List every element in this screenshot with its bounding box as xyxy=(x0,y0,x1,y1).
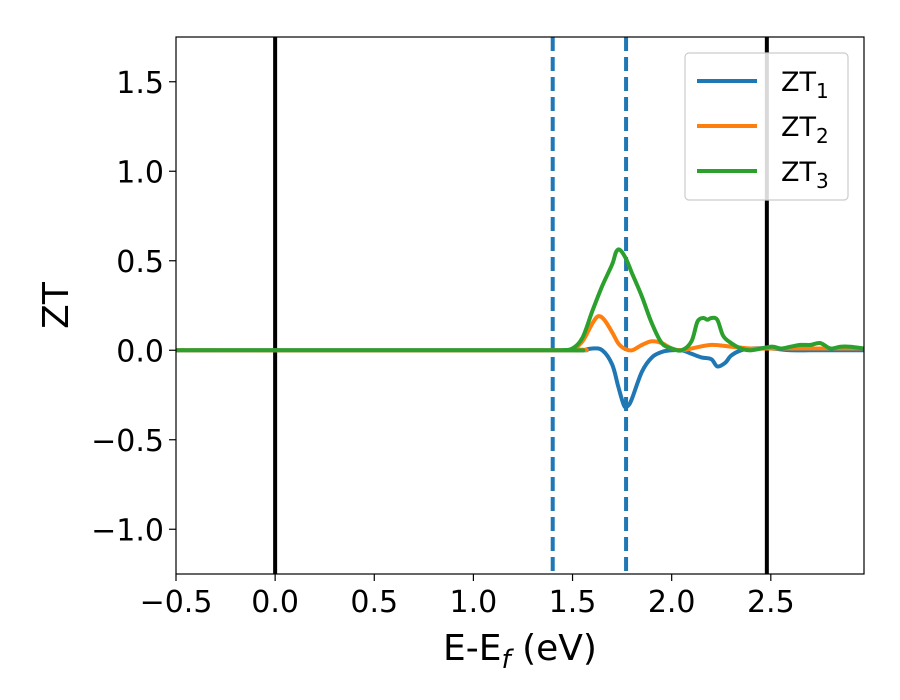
y-tick-label-3: 0.5 xyxy=(116,245,164,280)
y-tick-label-0: −1.0 xyxy=(91,513,164,548)
y-axis-label: ZT xyxy=(36,281,77,329)
series-line-1 xyxy=(176,346,864,410)
legend-label-sub-2: 2 xyxy=(816,124,829,148)
series-line-3 xyxy=(176,247,864,353)
y-tick-label-2: 0.0 xyxy=(116,334,164,369)
axes-frame xyxy=(175,36,865,575)
series-line-2 xyxy=(176,314,864,353)
y-axis-ticks: −1.0 −0.5 0.0 0.5 1.0 1.5 xyxy=(91,66,176,548)
x-tick-label-1: 0.0 xyxy=(251,585,299,620)
x-axis-label-main: E-E xyxy=(443,628,501,669)
x-tick-label-5: 2.0 xyxy=(648,585,696,620)
legend-label-sub-1: 1 xyxy=(816,79,829,103)
x-tick-label-4: 1.5 xyxy=(549,585,597,620)
x-axis-label: E-Ef (eV) xyxy=(443,628,597,675)
x-tick-label-6: 2.5 xyxy=(747,585,795,620)
legend-box xyxy=(684,52,849,201)
x-tick-label-0: −0.5 xyxy=(140,585,213,620)
y-tick-label-1: −0.5 xyxy=(91,424,164,459)
x-axis-ticks: −0.5 0.0 0.5 1.0 1.5 2.0 2.5 xyxy=(140,574,795,620)
legend-label-name-3: ZT xyxy=(781,157,816,188)
x-tick-label-2: 0.5 xyxy=(350,585,398,620)
legend-label-name-1: ZT xyxy=(781,67,816,98)
legend-label-sub-3: 3 xyxy=(816,169,829,193)
x-axis-label-unit: (eV) xyxy=(511,628,597,669)
y-tick-label-4: 1.0 xyxy=(116,155,164,190)
y-tick-label-5: 1.5 xyxy=(116,66,164,101)
x-tick-label-3: 1.0 xyxy=(450,585,498,620)
legend-label-3: ZT3 xyxy=(781,157,829,193)
legend-label-1: ZT1 xyxy=(781,67,829,103)
legend-label-2: ZT2 xyxy=(781,112,829,148)
series-group xyxy=(176,247,864,410)
legend-label-name-2: ZT xyxy=(781,112,816,143)
